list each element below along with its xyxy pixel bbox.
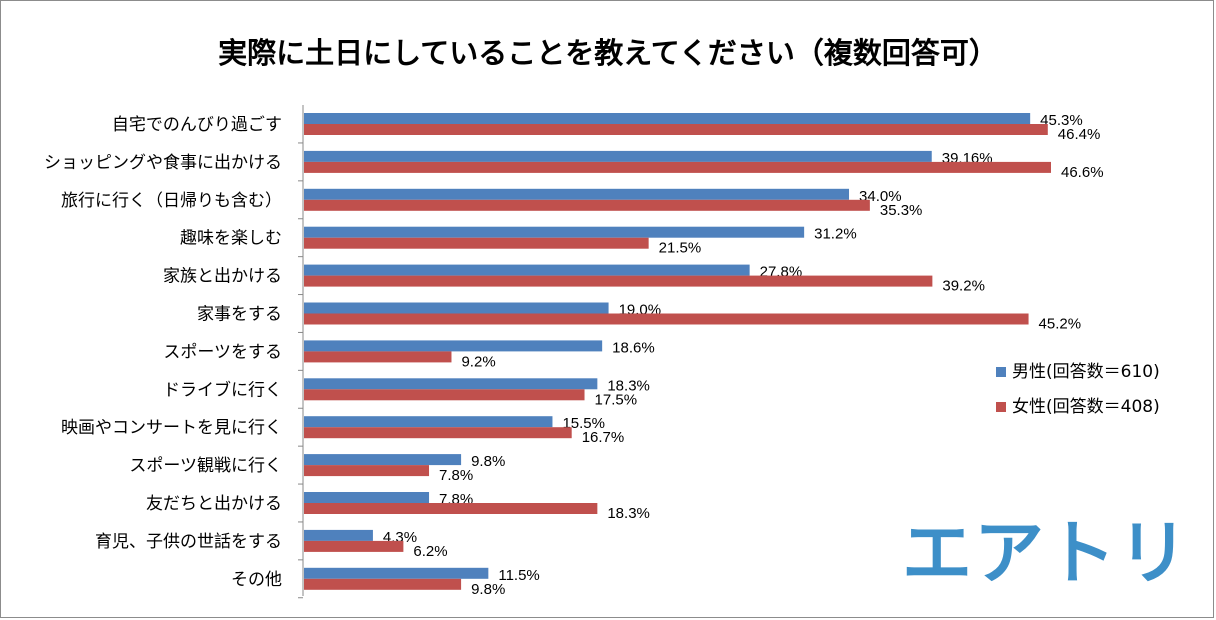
data-label-female: 17.5% — [595, 391, 638, 408]
bar-female — [304, 503, 598, 514]
category-label: その他 — [231, 570, 282, 590]
category-label: 映画やコンサートを見に行く — [61, 418, 282, 438]
data-label-female: 46.4% — [1058, 126, 1101, 143]
category-label: ショッピングや食事に出かける — [44, 153, 282, 173]
category-label: 自宅でのんびり過ごす — [112, 115, 282, 135]
data-label-male: 11.5% — [498, 567, 539, 584]
legend-swatch-female — [996, 402, 1006, 412]
bar-male — [304, 378, 598, 390]
data-label-female: 35.3% — [880, 202, 923, 219]
bar-female — [304, 313, 1029, 325]
bar-male — [304, 226, 805, 238]
legend-swatch-male — [996, 367, 1006, 377]
data-label-female: 7.8% — [439, 467, 473, 484]
category-label: 旅行に行く（日帰りも含む） — [61, 191, 282, 211]
data-label-female: 9.8% — [471, 581, 505, 598]
category-label: 家族と出かける — [163, 267, 282, 287]
data-label-female: 39.2% — [942, 278, 985, 295]
bar-male — [304, 492, 430, 503]
data-label-male: 9.8% — [471, 453, 505, 470]
category-label: 育児、子供の世話をする — [95, 532, 282, 552]
legend-label-male: 男性(回答数＝610) — [1012, 362, 1160, 382]
bar-female — [304, 237, 649, 249]
data-label-female: 45.2% — [1039, 316, 1082, 333]
data-label-female: 18.3% — [607, 505, 650, 522]
bar-female — [304, 578, 462, 590]
bars-layer: 自宅でのんびり過ごす 45.3%46.4%ショッピングや食事に出かける 39.16%… — [44, 112, 1104, 599]
bar-female — [304, 124, 1048, 135]
data-label-female: 21.5% — [659, 240, 702, 257]
bar-male — [304, 529, 373, 541]
bar-male — [304, 416, 553, 428]
bar-male — [304, 264, 750, 276]
airtrip-logo: エアトリ — [902, 512, 1190, 594]
data-label-male: 18.6% — [612, 339, 655, 356]
data-label-female: 46.6% — [1061, 164, 1104, 181]
bar-female — [304, 199, 870, 211]
data-label-male: 15.5% — [562, 415, 605, 432]
data-label-male: 45.3% — [1040, 112, 1083, 129]
data-label-female: 9.2% — [461, 353, 495, 370]
bar-male — [304, 302, 609, 314]
bar-female — [304, 465, 430, 477]
bar-male — [304, 150, 932, 162]
data-label-male: 31.2% — [814, 226, 857, 243]
bar-female — [304, 161, 1051, 173]
category-label: 趣味を楽しむ — [180, 229, 282, 249]
category-label: スポーツをする — [163, 342, 282, 362]
bar-female — [304, 351, 452, 363]
bar-male — [304, 567, 489, 579]
category-label: ドライブに行く — [163, 379, 282, 400]
chart-title: 実際に土日にしていることを教えてください（複数回答可） — [218, 36, 998, 70]
category-label: 家事をする — [197, 305, 282, 325]
bar-male — [304, 340, 603, 352]
legend-label-female: 女性(回答数＝408) — [1012, 397, 1160, 417]
category-label: 友だちと出かける — [146, 494, 282, 514]
legend: 男性(回答数＝610) 女性(回答数＝408) — [996, 362, 1160, 417]
bar-male — [304, 188, 850, 200]
bar-female — [304, 389, 585, 401]
bar-female — [304, 427, 572, 439]
bar-female — [304, 275, 933, 287]
data-label-male: 18.3% — [607, 377, 650, 394]
bar-male — [304, 113, 1031, 124]
bar-male — [304, 454, 462, 466]
data-label-female: 16.7% — [582, 429, 625, 446]
category-label: スポーツ観戦に行く — [129, 456, 282, 476]
data-label-female: 6.2% — [413, 543, 447, 560]
bar-female — [304, 540, 404, 552]
